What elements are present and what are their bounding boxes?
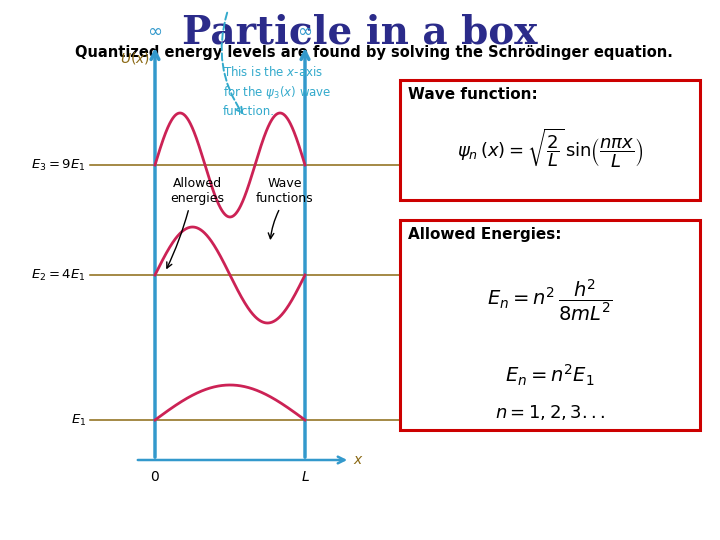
Text: $n = 3$: $n = 3$ bbox=[429, 159, 463, 172]
Text: $E_1$: $E_1$ bbox=[71, 413, 86, 428]
Text: $n = 1$: $n = 1$ bbox=[429, 414, 463, 427]
Text: $E_2 = 4E_1$: $E_2 = 4E_1$ bbox=[31, 267, 86, 282]
Text: Wave
functions: Wave functions bbox=[256, 177, 314, 205]
Text: $E_n = n^2\,\dfrac{h^2}{8mL^2}$: $E_n = n^2\,\dfrac{h^2}{8mL^2}$ bbox=[487, 277, 613, 323]
Text: $\psi_n\,(x)=\sqrt{\dfrac{2}{L}}\,\sin\!\left(\dfrac{n\pi x}{L}\right)$: $\psi_n\,(x)=\sqrt{\dfrac{2}{L}}\,\sin\!… bbox=[456, 126, 644, 170]
Text: Quantized energy levels are found by solving the Schrödinger equation.: Quantized energy levels are found by sol… bbox=[75, 45, 673, 60]
Text: $E_n = n^2 E_1$: $E_n = n^2 E_1$ bbox=[505, 362, 595, 388]
Bar bbox=[400, 220, 700, 430]
Text: Wave function:: Wave function: bbox=[408, 87, 538, 102]
Text: $U(x)$: $U(x)$ bbox=[120, 50, 150, 66]
Text: This is the $x$-axis
for the $\psi_3(x)$ wave
function.: This is the $x$-axis for the $\psi_3(x)$… bbox=[223, 65, 331, 118]
Text: $\infty$: $\infty$ bbox=[148, 22, 163, 40]
Text: $x$: $x$ bbox=[353, 453, 364, 467]
Text: Allowed Energies:: Allowed Energies: bbox=[408, 227, 562, 242]
Text: $E_3 = 9E_1$: $E_3 = 9E_1$ bbox=[31, 158, 86, 173]
Bar bbox=[400, 80, 700, 200]
Text: Particle in a box: Particle in a box bbox=[182, 13, 538, 51]
Text: $n = 2$: $n = 2$ bbox=[429, 268, 463, 281]
Text: $L$: $L$ bbox=[300, 470, 310, 484]
Text: $n = 1, 2, 3...$: $n = 1, 2, 3...$ bbox=[495, 403, 606, 422]
Text: $\infty$: $\infty$ bbox=[297, 22, 312, 40]
Text: $0$: $0$ bbox=[150, 470, 160, 484]
Text: Allowed
energies: Allowed energies bbox=[170, 177, 224, 205]
